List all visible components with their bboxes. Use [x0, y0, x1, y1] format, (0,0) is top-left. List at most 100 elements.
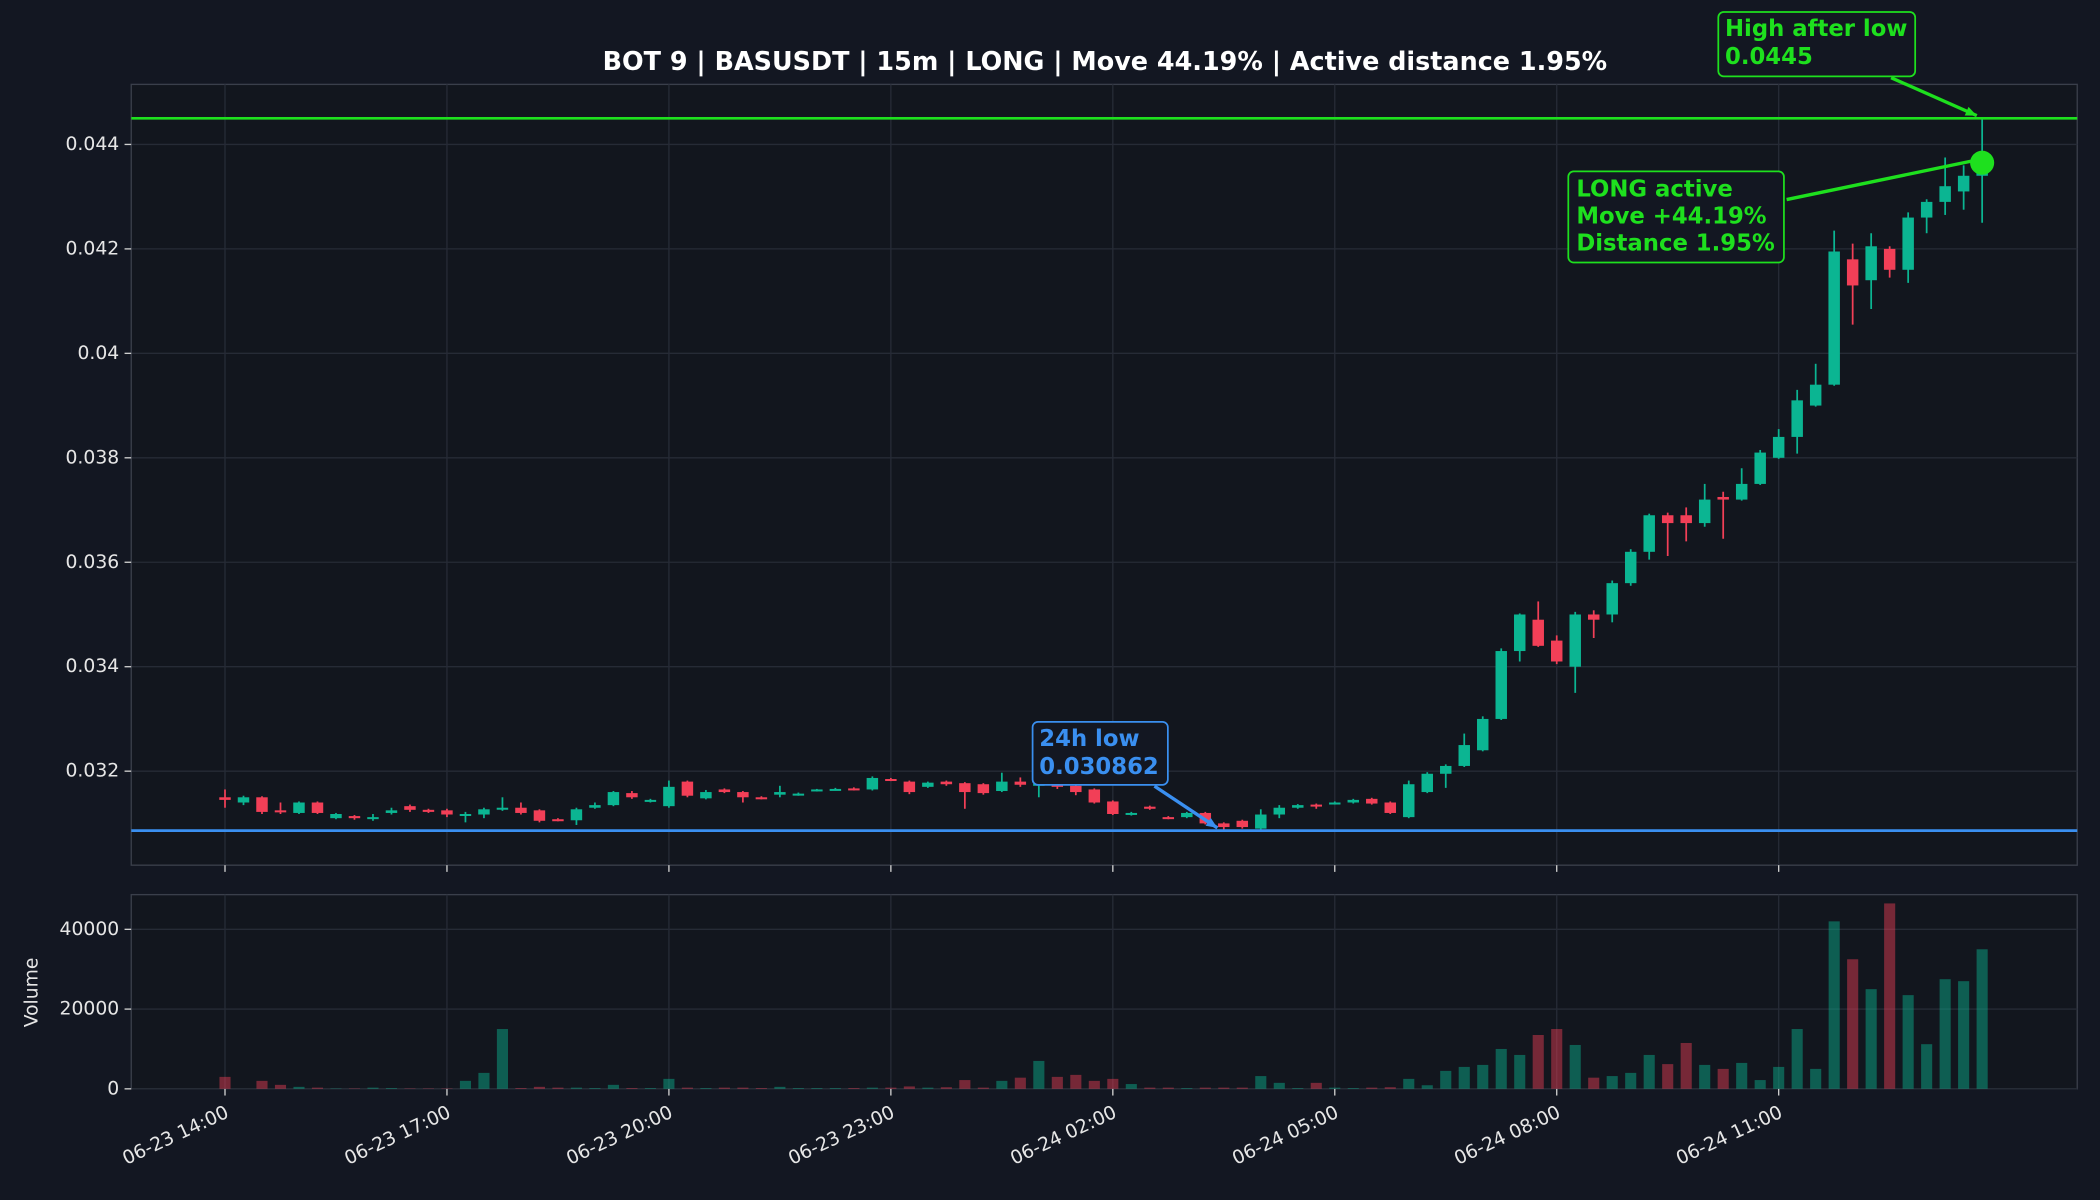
candle-body: [940, 781, 953, 785]
volume-bar: [755, 1088, 767, 1089]
volume-bar: [1477, 1064, 1489, 1089]
candle-body: [1107, 801, 1119, 814]
candle-body: [885, 779, 897, 782]
volume-bar: [848, 1088, 860, 1089]
candle-body: [441, 810, 453, 815]
y-tick-label: 0.042: [66, 238, 120, 259]
volume-bar: [1884, 903, 1896, 1089]
candle-body: [1550, 640, 1563, 662]
candle-body: [1883, 248, 1896, 270]
volume-bar: [1606, 1076, 1618, 1089]
candle-body: [459, 813, 472, 817]
candle-body: [274, 810, 287, 813]
volume-bar: [644, 1088, 656, 1089]
candle-body: [1514, 614, 1526, 652]
volume-bar: [478, 1072, 490, 1089]
candle-body: [792, 793, 805, 796]
volume-bar: [1791, 1029, 1803, 1089]
status-line: LONG active: [1576, 177, 1732, 203]
candle-body: [903, 781, 916, 793]
candle-body: [1587, 614, 1600, 620]
y-tick-label: 0.034: [66, 656, 120, 677]
volume-bar: [1310, 1082, 1322, 1089]
volume-bar: [256, 1080, 268, 1089]
candle-body: [866, 777, 879, 790]
candle-body: [1218, 823, 1230, 828]
volume-bar: [274, 1084, 287, 1089]
candle-body: [404, 806, 416, 810]
volume-bar: [1347, 1088, 1359, 1089]
candle-body: [1273, 807, 1286, 815]
volume-bar: [1458, 1066, 1470, 1089]
arrow-head: [1964, 106, 1977, 116]
candle-body: [237, 797, 250, 803]
y-tick-label: 0.04: [77, 343, 119, 364]
candle-body: [422, 809, 435, 812]
volume-bar: [515, 1088, 527, 1089]
volume-bar: [1865, 989, 1877, 1089]
y-tick-label: 40000: [60, 919, 120, 940]
candle-body: [385, 810, 398, 813]
candle-body: [644, 799, 657, 802]
candle-body: [1421, 773, 1433, 793]
volume-bar: [1033, 1060, 1045, 1089]
volume-bar: [977, 1087, 989, 1089]
candle-body: [552, 819, 564, 822]
candle-body: [1070, 785, 1082, 793]
y-tick-label: 0.044: [66, 134, 120, 155]
chart-title: BOT 9 | BASUSDT | 15m | LONG | Move 44.1…: [603, 46, 1607, 76]
candle-body: [570, 809, 583, 821]
volume-bar: [1255, 1076, 1267, 1089]
candle-body: [1643, 515, 1655, 552]
volume-axis-label: Volume: [22, 958, 43, 1028]
candle-body: [1532, 619, 1544, 646]
candle-body: [1403, 784, 1415, 818]
candle-body: [1236, 820, 1249, 828]
volume-bar: [885, 1087, 897, 1089]
volume-bar: [1569, 1044, 1581, 1089]
candle-body: [1902, 217, 1914, 270]
candle-body: [293, 802, 305, 813]
volume-bar: [1218, 1087, 1230, 1089]
volume-bar: [1440, 1070, 1452, 1089]
candle-body: [1088, 789, 1101, 803]
candle-body: [533, 810, 546, 821]
volume-bar: [1181, 1088, 1193, 1089]
candle-body: [348, 816, 361, 819]
candle-body: [1366, 798, 1378, 804]
y-tick-label: 0: [107, 1078, 119, 1099]
candle-body: [755, 797, 768, 800]
volume-bar: [774, 1086, 786, 1089]
volume-bar: [570, 1087, 582, 1089]
candle-body: [1809, 384, 1822, 406]
candle-body: [256, 797, 268, 812]
candle-body: [774, 792, 786, 795]
candle-body: [607, 792, 620, 806]
status-line: Distance 1.95%: [1576, 230, 1775, 256]
y-tick-label: 20000: [60, 999, 120, 1020]
candle-body: [1791, 400, 1803, 437]
candle-body: [1957, 175, 1970, 192]
candle-body: [737, 792, 749, 798]
volume-bar: [1514, 1054, 1526, 1089]
volume-bar: [1051, 1076, 1063, 1089]
candle-body: [311, 802, 324, 813]
status-box: [1567, 170, 1785, 264]
candle-body: [1495, 651, 1507, 719]
volume-bar: [1495, 1048, 1507, 1089]
volume-bar: [1773, 1066, 1785, 1089]
volume-bar: [811, 1088, 823, 1089]
candle-body: [589, 805, 601, 808]
volume-bar: [1125, 1084, 1137, 1089]
volume-bar: [1643, 1054, 1655, 1089]
volume-bar: [1625, 1072, 1637, 1089]
candle-body: [681, 781, 694, 796]
candle-body: [1255, 814, 1267, 829]
candle-body: [848, 788, 860, 791]
candle-body: [1865, 246, 1877, 281]
candle-body: [1347, 799, 1360, 803]
candle-body: [626, 793, 638, 798]
volume-bar: [1329, 1087, 1341, 1089]
volume-bar: [1699, 1064, 1711, 1089]
